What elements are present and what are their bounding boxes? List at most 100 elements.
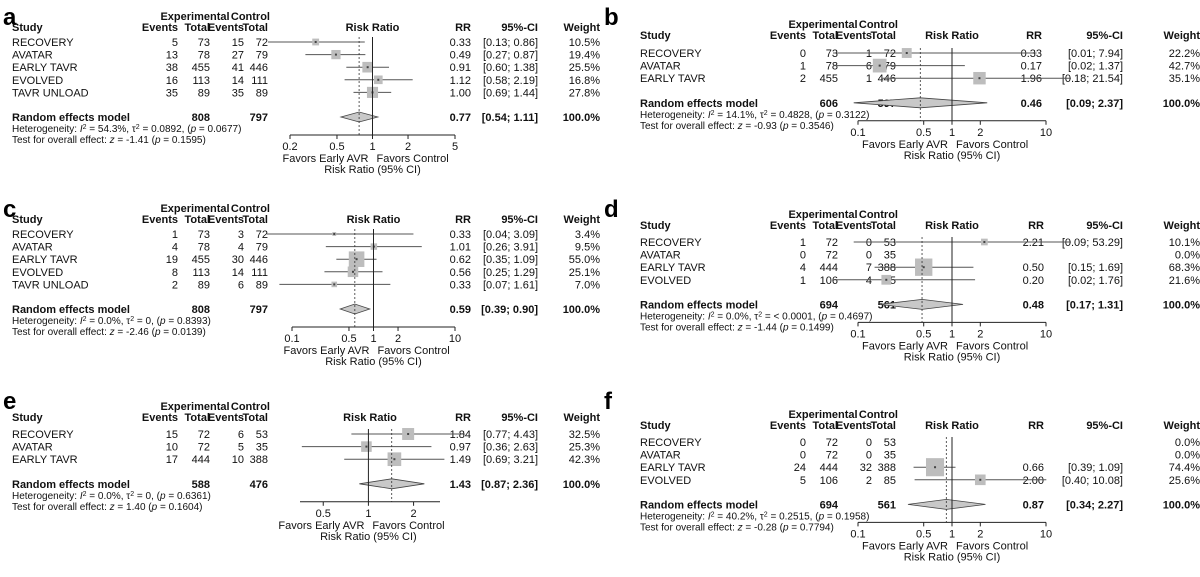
effect-point: [979, 478, 982, 481]
effect-point: [377, 78, 380, 81]
summary-label: Random effects model: [12, 304, 130, 316]
header-weight: Weight: [564, 22, 600, 34]
study-ci: [0.69; 3.21]: [483, 454, 538, 466]
ctrl-events: 27: [232, 50, 244, 62]
x-axis-label: Risk Ratio (95% CI): [904, 351, 1001, 363]
study-weight: 25.1%: [569, 267, 600, 279]
effect-point: [365, 445, 368, 448]
study-ci: [0.26; 3.91]: [483, 242, 538, 254]
study-weight: 0.0%: [1175, 437, 1200, 449]
forest-panel-a: a Study Experimental Control Events Total Even…: [0, 0, 600, 192]
ctrl-events: 0: [866, 450, 872, 462]
study-ci: [0.25; 1.29]: [483, 267, 538, 279]
study-ci: [0.69; 1.44]: [483, 87, 538, 99]
exp-total: 72: [826, 237, 838, 249]
study-name: EVOLVED: [640, 275, 691, 287]
summary-rr: 0.46: [1021, 98, 1042, 110]
exp-events: 0: [800, 48, 806, 60]
study-weight: 74.4%: [1169, 462, 1200, 474]
heterogeneity-text: Heterogeneity: I2 = 0.0%, τ2 = 0, (p = 0…: [12, 490, 211, 502]
ctrl-total: 53: [884, 237, 896, 249]
effect-point: [334, 53, 337, 56]
ctrl-total: 446: [250, 62, 268, 74]
study-rr: 0.49: [450, 50, 471, 62]
study-name: EVOLVED: [12, 75, 63, 87]
study-rr: 1.00: [450, 87, 471, 99]
exp-total: 113: [192, 267, 210, 279]
header-experimental: Experimental: [788, 19, 857, 31]
favors-right-label: Favors Control: [956, 540, 1028, 552]
effect-point: [905, 52, 908, 54]
header-events: Events: [208, 22, 244, 34]
exp-total: 72: [198, 429, 210, 441]
exp-total: 73: [826, 48, 838, 60]
exp-events: 2: [172, 279, 178, 291]
header-control: Control: [231, 203, 270, 215]
study-weight: 25.3%: [569, 442, 600, 454]
heterogeneity-text: Heterogeneity: I2 = 0.0%, τ2 = 0, (p = 0…: [12, 316, 211, 328]
header-risk-ratio: Risk Ratio: [347, 214, 401, 226]
x-tick-label: 10: [1040, 328, 1052, 340]
header-rr: RR: [1028, 220, 1044, 232]
exp-events: 16: [166, 75, 178, 87]
study-ci: [0.04; 3.09]: [483, 229, 538, 241]
effect-point: [333, 283, 336, 286]
study-rr: 0.33: [450, 229, 471, 241]
exp-events: 4: [800, 262, 806, 274]
summary-ctrl-total: 797: [250, 304, 268, 316]
ctrl-total: 35: [884, 250, 896, 262]
panel-letter: b: [604, 4, 619, 31]
study-ci: [0.35; 1.09]: [483, 254, 538, 266]
ctrl-total: 388: [878, 262, 896, 274]
header-study: Study: [640, 420, 671, 432]
summary-rr: 1.43: [450, 479, 471, 491]
x-tick-label: 2: [977, 127, 983, 139]
summary-weight: 100.0%: [1163, 499, 1200, 511]
ctrl-events: 2: [866, 475, 872, 487]
x-axis-label: Risk Ratio (95% CI): [320, 531, 417, 543]
study-rr: 0.62: [450, 254, 471, 266]
ctrl-total: 79: [884, 61, 896, 73]
summary-weight: 100.0%: [1163, 98, 1200, 110]
header-weight: Weight: [564, 214, 600, 226]
header-events: Events: [836, 30, 872, 42]
panel-letter: c: [3, 196, 16, 223]
header-ci: 95%-CI: [501, 22, 538, 34]
exp-total: 106: [820, 275, 838, 287]
x-tick-label: 2: [977, 528, 983, 540]
study-name: AVATAR: [640, 450, 681, 462]
ctrl-events: 0: [866, 437, 872, 449]
exp-total: 72: [826, 250, 838, 262]
x-tick-label: 1: [949, 127, 955, 139]
ctrl-events: 0: [866, 237, 872, 249]
header-events: Events: [836, 420, 872, 432]
header-experimental: Experimental: [160, 401, 229, 413]
study-name: EARLY TAVR: [640, 462, 706, 474]
header-total: Total: [243, 412, 268, 424]
summary-rr: 0.77: [450, 112, 471, 124]
study-name: TAVR UNLOAD: [12, 279, 89, 291]
ctrl-total: 35: [256, 442, 268, 454]
study-weight: 22.2%: [1169, 48, 1200, 60]
exp-total: 444: [820, 262, 838, 274]
study-name: RECOVERY: [12, 429, 74, 441]
ctrl-events: 10: [232, 454, 244, 466]
header-study: Study: [640, 30, 671, 42]
x-tick-label: 1: [365, 508, 371, 520]
study-weight: 35.1%: [1169, 73, 1200, 85]
favors-left-label: Favors Early AVR: [862, 340, 948, 352]
study-name: EVOLVED: [12, 267, 63, 279]
header-events: Events: [208, 412, 244, 424]
header-control: Control: [859, 409, 898, 421]
summary-exp-total: 694: [820, 499, 839, 511]
x-tick-label: 0.1: [284, 333, 299, 345]
x-tick-label: 0.5: [329, 141, 344, 153]
header-events: Events: [770, 30, 806, 42]
exp-events: 5: [172, 37, 178, 49]
study-name: RECOVERY: [640, 48, 702, 60]
study-rr: 2.21: [1023, 237, 1044, 249]
x-tick-label: 10: [449, 333, 461, 345]
header-risk-ratio: Risk Ratio: [925, 220, 979, 232]
study-rr: 0.17: [1021, 61, 1042, 73]
